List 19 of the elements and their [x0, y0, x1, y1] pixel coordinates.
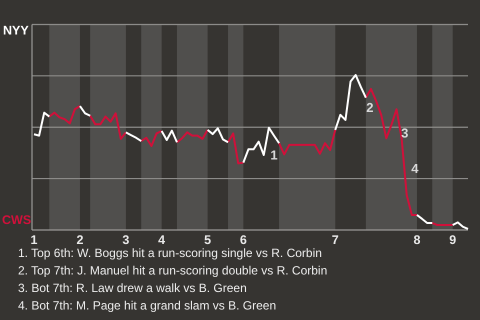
text: 1. Top 6th: W. Boggs hit a run-scoring single vs R. Corbin	[18, 246, 322, 260]
x-tick-label: 6	[240, 233, 247, 247]
x-tick-label: 5	[204, 233, 212, 247]
text: 3. Bot 7th: R. Law drew a walk vs B. Green	[18, 281, 247, 295]
text: 2. Top 7th: J. Manuel hit a run-scoring double vs R. Corbin	[18, 264, 328, 278]
text: NYY	[3, 24, 30, 38]
annotation: 4	[411, 160, 420, 176]
annotation: 2	[366, 100, 374, 116]
x-tick-label: 7	[332, 233, 339, 247]
x-tick-label: 4	[158, 233, 166, 247]
text: 4. Bot 7th: M. Page hit a grand slam vs B. Green	[18, 298, 276, 312]
x-tick-label: 2	[76, 233, 84, 247]
x-tick-label: 3	[122, 233, 130, 247]
text: CWS	[2, 213, 32, 227]
x-tick-label: 1	[30, 233, 38, 247]
x-tick-label: 9	[449, 233, 456, 247]
annotation: 3	[401, 125, 408, 140]
annotation: 1	[270, 147, 278, 162]
x-tick-label: 8	[413, 233, 420, 247]
